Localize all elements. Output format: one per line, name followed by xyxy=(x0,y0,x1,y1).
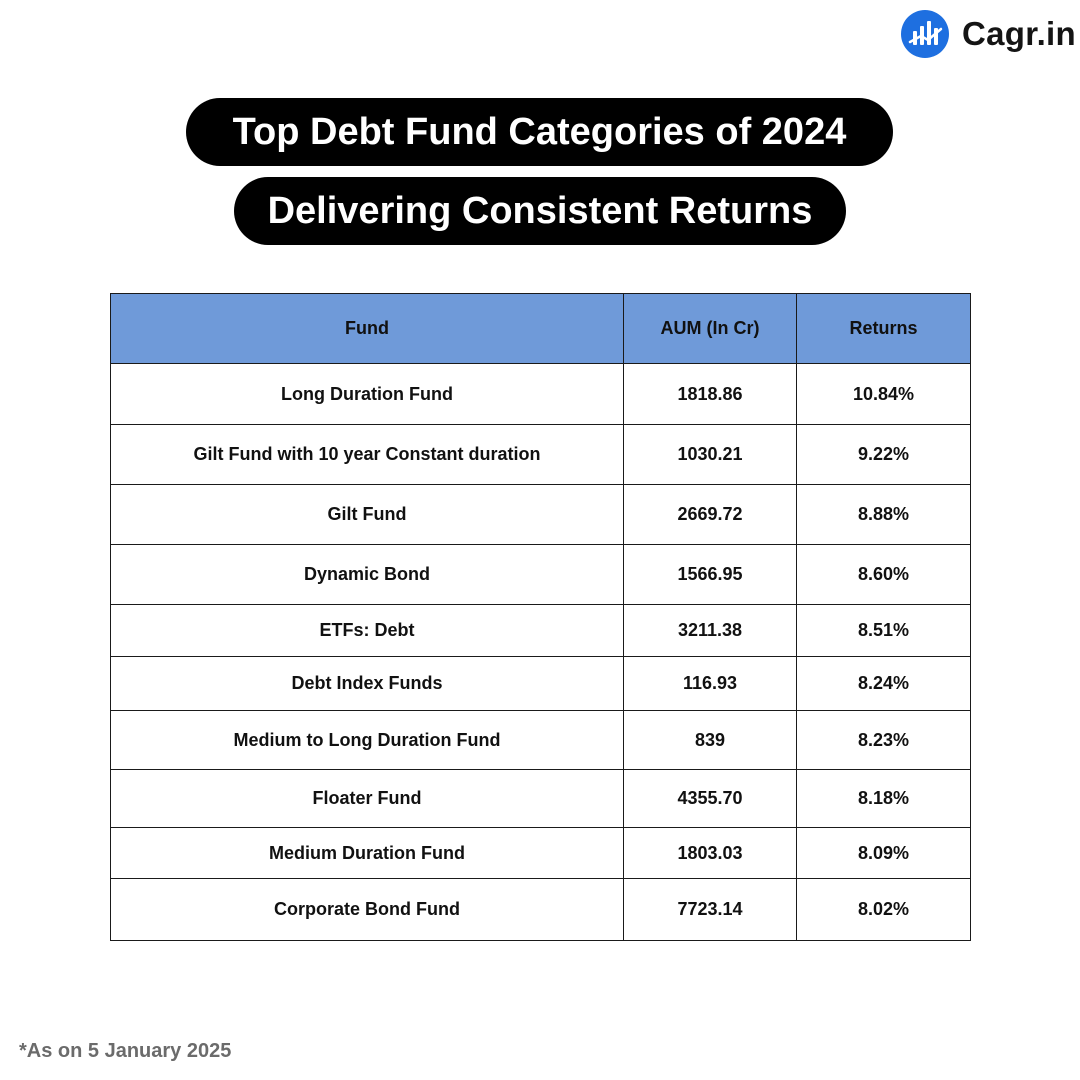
bar-chart-circle-icon xyxy=(901,10,949,58)
table-row: Gilt Fund 2669.72 8.88% xyxy=(110,484,971,545)
fund-name-cell: Dynamic Bond xyxy=(110,544,624,605)
fund-name-cell: ETFs: Debt xyxy=(110,604,624,657)
returns-cell: 8.60% xyxy=(796,544,971,605)
aum-cell: 1803.03 xyxy=(623,827,797,879)
aum-cell: 1818.86 xyxy=(623,363,797,425)
column-header-fund: Fund xyxy=(110,293,624,364)
returns-cell: 8.18% xyxy=(796,769,971,828)
table-row: Long Duration Fund 1818.86 10.84% xyxy=(110,363,971,425)
fund-name-cell: Debt Index Funds xyxy=(110,656,624,711)
aum-cell: 839 xyxy=(623,710,797,770)
fund-name-cell: Long Duration Fund xyxy=(110,363,624,425)
funds-table: Fund AUM (In Cr) Returns Long Duration F… xyxy=(110,293,971,941)
aum-cell: 7723.14 xyxy=(623,878,797,941)
brand-logo: Cagr.in xyxy=(900,8,1076,60)
fund-name-cell: Medium Duration Fund xyxy=(110,827,624,879)
title-line-2: Delivering Consistent Returns xyxy=(234,177,846,245)
returns-cell: 8.09% xyxy=(796,827,971,879)
fund-name-cell: Floater Fund xyxy=(110,769,624,828)
table-row: Gilt Fund with 10 year Constant duration… xyxy=(110,424,971,485)
aum-cell: 2669.72 xyxy=(623,484,797,545)
table-row: Corporate Bond Fund 7723.14 8.02% xyxy=(110,878,971,941)
brand-name: Cagr.in xyxy=(962,15,1076,52)
table-row: Dynamic Bond 1566.95 8.60% xyxy=(110,544,971,605)
aum-cell: 4355.70 xyxy=(623,769,797,828)
aum-cell: 1030.21 xyxy=(623,424,797,485)
footnote-date: *As on 5 January 2025 xyxy=(19,1040,232,1062)
table-row: Medium to Long Duration Fund 839 8.23% xyxy=(110,710,971,770)
returns-cell: 8.88% xyxy=(796,484,971,545)
table-header-row: Fund AUM (In Cr) Returns xyxy=(110,293,971,364)
table-row: Floater Fund 4355.70 8.18% xyxy=(110,769,971,828)
returns-cell: 8.51% xyxy=(796,604,971,657)
returns-cell: 9.22% xyxy=(796,424,971,485)
table-row: Medium Duration Fund 1803.03 8.09% xyxy=(110,827,971,879)
fund-name-cell: Gilt Fund with 10 year Constant duration xyxy=(110,424,624,485)
fund-name-cell: Gilt Fund xyxy=(110,484,624,545)
column-header-returns: Returns xyxy=(796,293,971,364)
fund-name-cell: Corporate Bond Fund xyxy=(110,878,624,941)
column-header-aum: AUM (In Cr) xyxy=(623,293,797,364)
returns-cell: 10.84% xyxy=(796,363,971,425)
aum-cell: 3211.38 xyxy=(623,604,797,657)
title-line-1: Top Debt Fund Categories of 2024 xyxy=(186,98,893,166)
returns-cell: 8.24% xyxy=(796,656,971,711)
returns-cell: 8.23% xyxy=(796,710,971,770)
table-row: Debt Index Funds 116.93 8.24% xyxy=(110,656,971,711)
aum-cell: 116.93 xyxy=(623,656,797,711)
returns-cell: 8.02% xyxy=(796,878,971,941)
aum-cell: 1566.95 xyxy=(623,544,797,605)
table-row: ETFs: Debt 3211.38 8.51% xyxy=(110,604,971,657)
fund-name-cell: Medium to Long Duration Fund xyxy=(110,710,624,770)
